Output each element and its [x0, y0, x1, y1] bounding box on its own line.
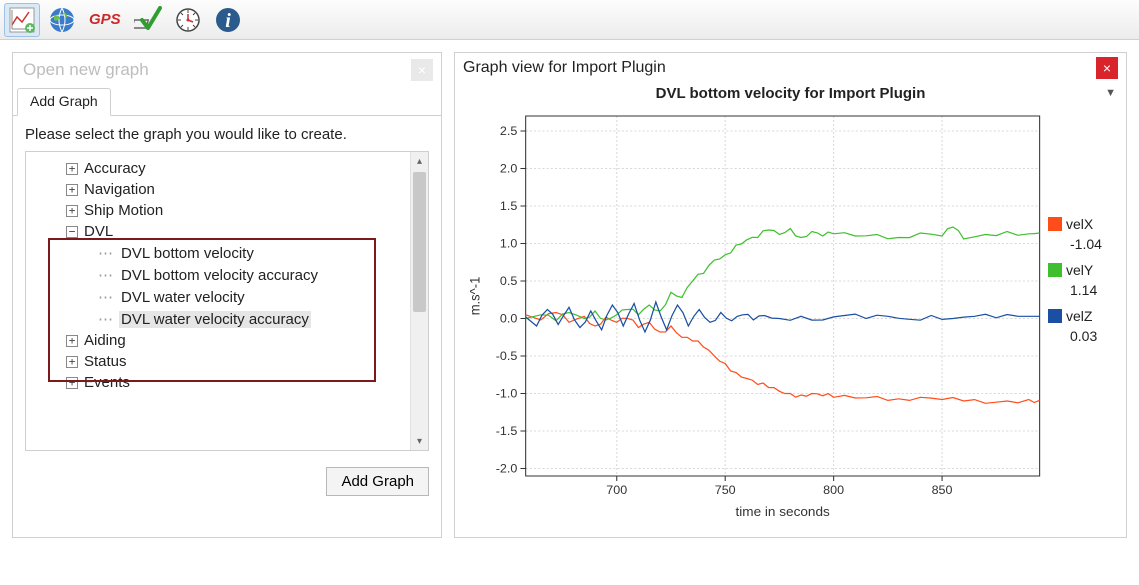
- expand-icon[interactable]: +: [66, 163, 78, 175]
- prompt-text: Please select the graph you would like t…: [13, 116, 441, 151]
- tree-node-aiding[interactable]: + Aiding: [38, 330, 408, 351]
- close-icon[interactable]: ×: [411, 59, 433, 81]
- svg-text:0.5: 0.5: [500, 274, 518, 288]
- scrollbar[interactable]: ▴ ▾: [410, 152, 428, 450]
- expand-icon[interactable]: +: [66, 205, 78, 217]
- toolbar-check-button[interactable]: [130, 3, 166, 37]
- tree-label[interactable]: Aiding: [82, 332, 128, 349]
- legend-item-velx[interactable]: velX: [1048, 216, 1118, 232]
- scroll-thumb[interactable]: [413, 172, 426, 312]
- tree-label[interactable]: DVL bottom velocity: [119, 245, 256, 262]
- tab-add-graph[interactable]: Add Graph: [17, 88, 111, 116]
- tree-connector-icon: ⋯: [98, 266, 111, 284]
- tree-leaf-dvl-bottom-velocity[interactable]: ⋯ DVL bottom velocity: [38, 242, 408, 264]
- expand-icon[interactable]: +: [66, 335, 78, 347]
- svg-text:-0.5: -0.5: [496, 349, 518, 363]
- svg-text:-1.5: -1.5: [496, 424, 518, 438]
- tree-node-status[interactable]: + Status: [38, 351, 408, 372]
- scroll-up-icon[interactable]: ▴: [411, 152, 428, 170]
- svg-text:-2.0: -2.0: [496, 462, 518, 476]
- tree-label[interactable]: Navigation: [82, 181, 157, 198]
- toolbar-new-graph-button[interactable]: [4, 3, 40, 37]
- chart-plot-area[interactable]: -2.0 -1.5 -1.0 -0.5 0.0 0.5 1.0 1.5 2.0 2.5 700 750…: [463, 106, 1048, 529]
- tab-strip: Add Graph: [13, 87, 441, 116]
- tree-label[interactable]: DVL water velocity accuracy: [119, 311, 311, 328]
- svg-text:1.5: 1.5: [500, 199, 518, 213]
- tree-label[interactable]: DVL: [82, 223, 115, 240]
- toolbar-clock-button[interactable]: [170, 3, 206, 37]
- legend-label: velY: [1066, 262, 1093, 278]
- graph-tree: +Accuracy+Navigation+Ship Motion−DVL⋯DVL…: [25, 151, 429, 451]
- legend-item-vely[interactable]: velY: [1048, 262, 1118, 278]
- chart-legend: velX -1.04 velY 1.14 velZ 0.03: [1048, 106, 1118, 529]
- tree-leaf-dvl-bottom-velocity-accuracy[interactable]: ⋯ DVL bottom velocity accuracy: [38, 264, 408, 286]
- tree-label[interactable]: Ship Motion: [82, 202, 165, 219]
- collapse-icon[interactable]: −: [66, 226, 78, 238]
- expand-icon[interactable]: +: [66, 184, 78, 196]
- svg-text:850: 850: [932, 483, 953, 497]
- expand-icon[interactable]: +: [66, 356, 78, 368]
- legend-label: velZ: [1066, 308, 1092, 324]
- svg-text:2.0: 2.0: [500, 162, 518, 176]
- tree-label[interactable]: DVL water velocity: [119, 289, 247, 306]
- tree-node-dvl[interactable]: −DVL: [38, 221, 408, 242]
- svg-text:750: 750: [715, 483, 736, 497]
- legend-swatch: [1048, 309, 1062, 323]
- svg-text:i: i: [225, 10, 231, 32]
- legend-value: 0.03: [1048, 328, 1118, 344]
- svg-text:0.0: 0.0: [500, 312, 518, 326]
- tree-connector-icon: ⋯: [98, 244, 111, 262]
- chart-title: DVL bottom velocity for Import Plugin: [463, 85, 1118, 102]
- tree-label[interactable]: Events: [82, 374, 132, 391]
- graph-view-title: Graph view for Import Plugin: [463, 59, 1096, 77]
- tree-label[interactable]: Accuracy: [82, 160, 148, 177]
- tree-leaf-dvl-water-velocity-accuracy[interactable]: ⋯ DVL water velocity accuracy: [38, 308, 408, 330]
- main-area: Open new graph × Add Graph Please select…: [0, 40, 1139, 550]
- toolbar-info-button[interactable]: i: [210, 3, 246, 37]
- tree-node-ship-motion[interactable]: + Ship Motion: [38, 200, 408, 221]
- tree-connector-icon: ⋯: [98, 288, 111, 306]
- legend-item-velz[interactable]: velZ: [1048, 308, 1118, 324]
- tree-leaf-dvl-water-velocity[interactable]: ⋯ DVL water velocity: [38, 286, 408, 308]
- svg-text:800: 800: [823, 483, 844, 497]
- graph-view-panel: Graph view for Import Plugin × DVL botto…: [454, 52, 1127, 538]
- legend-value: 1.14: [1048, 282, 1118, 298]
- toolbar: GPS i: [0, 0, 1139, 40]
- toolbar-gps-button[interactable]: GPS: [84, 3, 126, 37]
- panel-title: Open new graph: [23, 60, 411, 80]
- legend-label: velX: [1066, 216, 1093, 232]
- chart-menu-icon[interactable]: ▼: [1105, 87, 1116, 99]
- scroll-down-icon[interactable]: ▾: [411, 432, 428, 450]
- legend-swatch: [1048, 217, 1062, 231]
- open-new-graph-panel: Open new graph × Add Graph Please select…: [12, 52, 442, 538]
- legend-swatch: [1048, 263, 1062, 277]
- svg-text:-1.0: -1.0: [496, 387, 518, 401]
- svg-text:m.s^-1: m.s^-1: [467, 277, 482, 316]
- tree-node-events[interactable]: + Events: [38, 372, 408, 393]
- svg-text:time in seconds: time in seconds: [736, 504, 831, 519]
- svg-text:700: 700: [606, 483, 627, 497]
- add-graph-button[interactable]: Add Graph: [326, 467, 429, 496]
- toolbar-globe-button[interactable]: [44, 3, 80, 37]
- tree-connector-icon: ⋯: [98, 310, 111, 328]
- tree-label[interactable]: DVL bottom velocity accuracy: [119, 267, 320, 284]
- close-icon[interactable]: ×: [1096, 57, 1118, 79]
- tree-node-accuracy[interactable]: + Accuracy: [38, 158, 408, 179]
- gps-icon: GPS: [89, 11, 121, 28]
- svg-text:1.0: 1.0: [500, 237, 518, 251]
- svg-text:2.5: 2.5: [500, 124, 518, 138]
- tree-node-navigation[interactable]: + Navigation: [38, 179, 408, 200]
- tree-label[interactable]: Status: [82, 353, 129, 370]
- expand-icon[interactable]: +: [66, 377, 78, 389]
- legend-value: -1.04: [1048, 236, 1118, 252]
